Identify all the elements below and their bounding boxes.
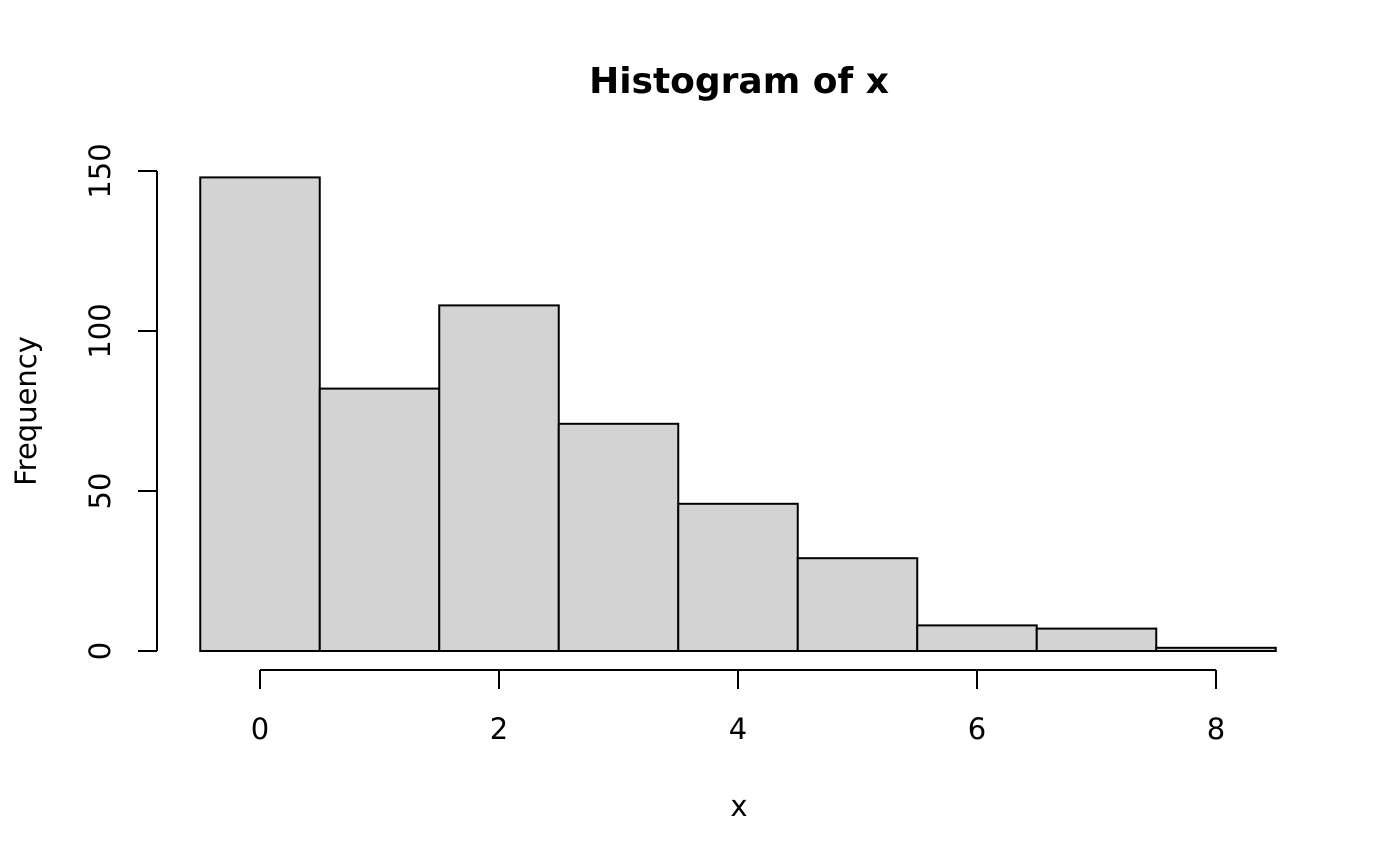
histogram-bar <box>796 557 919 653</box>
chart-title: Histogram of x <box>589 61 889 102</box>
histogram-bar <box>1035 627 1158 652</box>
histogram-bar <box>677 502 799 652</box>
x-axis-label: x <box>730 789 747 823</box>
histogram-bar <box>438 304 560 652</box>
x-tick-label: 0 <box>251 712 269 746</box>
bars <box>199 176 1277 653</box>
histogram-bar <box>557 422 680 652</box>
y-tick-label: 0 <box>83 642 117 660</box>
histogram-bar <box>199 176 321 652</box>
y-tick-label: 150 <box>83 143 117 198</box>
y-axis: 0 50 100 150 <box>83 143 158 660</box>
x-tick-label: 4 <box>729 712 747 746</box>
x-tick-label: 8 <box>1207 712 1225 746</box>
histogram-bar <box>916 624 1038 653</box>
y-tick-label: 100 <box>83 303 117 358</box>
y-tick-label: 50 <box>83 473 117 510</box>
x-tick-label: 6 <box>968 712 986 746</box>
histogram-bar <box>318 387 441 652</box>
histogram-bar <box>1155 646 1277 652</box>
x-tick-label: 2 <box>490 712 508 746</box>
x-axis: 0 2 4 6 8 <box>251 669 1225 746</box>
y-axis-label: Frequency <box>9 336 43 486</box>
